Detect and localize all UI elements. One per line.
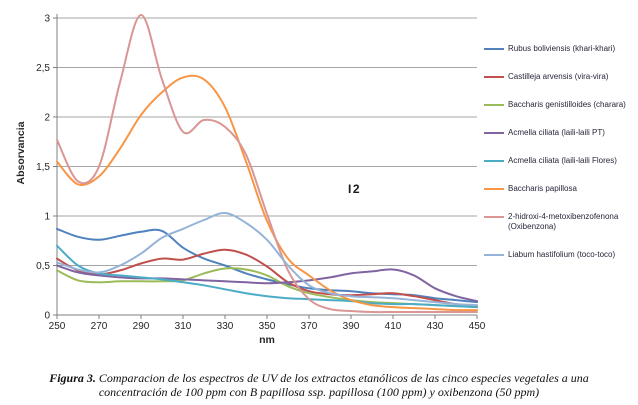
x-tick-label: 250 xyxy=(49,321,66,332)
legend-label: Acmella ciliata (laili-laili PT) xyxy=(508,128,605,137)
legend-line-swatch xyxy=(484,132,504,134)
series-lines xyxy=(56,14,478,314)
x-tick-label: 330 xyxy=(217,321,234,332)
legend-line-swatch xyxy=(484,48,504,50)
legend-line-swatch xyxy=(484,216,504,218)
legend-item[interactable]: Castilleja arvensis (vira-vira) xyxy=(484,72,638,82)
gridlines xyxy=(57,17,477,266)
legend-item[interactable]: Acmella ciliata (laili-laili Flores) xyxy=(484,156,638,166)
plot-annotation: I2 xyxy=(348,182,362,196)
tick-labels: 0 0,5 1 1,5 2 2,5 3 250 270 290 310 330 350 370 390 410… xyxy=(36,14,486,333)
x-tick-label: 370 xyxy=(301,321,318,332)
series-line-3 xyxy=(56,267,478,309)
series-line-2 xyxy=(56,248,478,308)
x-tick-label: 310 xyxy=(175,321,192,332)
y-tick-label: 1 xyxy=(44,212,50,223)
legend-label: Baccharis papillosa xyxy=(508,184,577,193)
x-tick-label: 450 xyxy=(469,321,486,332)
y-tick-label: 0,5 xyxy=(36,261,50,272)
series-line-8 xyxy=(56,211,478,307)
legend-label: Liabum hastifolium (toco-toco) xyxy=(508,250,616,259)
chart-legend: Rubus boliviensis (khari-khari) Castillej… xyxy=(484,44,638,278)
y-tick-label: 3 xyxy=(44,14,50,25)
legend-label: Acmella ciliata (laili-laili Flores) xyxy=(508,156,617,165)
x-tick-label: 410 xyxy=(385,321,402,332)
legend-line-swatch xyxy=(484,188,504,190)
x-tick-label: 430 xyxy=(427,321,444,332)
series-line-5 xyxy=(56,244,478,309)
series-line-6 xyxy=(56,74,478,312)
legend-item[interactable]: Baccharis papillosa xyxy=(484,184,638,194)
x-tick-label: 390 xyxy=(343,321,360,332)
series-line-7 xyxy=(56,14,478,314)
x-axis-title: nm xyxy=(259,334,275,346)
caption-line-1: Figura 3. Comparacion de los espectros de… xyxy=(0,371,638,385)
x-tick-label: 290 xyxy=(133,321,150,332)
y-axis-title: Absorvancia xyxy=(15,121,27,185)
legend-item[interactable]: Acmella ciliata (laili-laili PT) xyxy=(484,128,638,138)
figure-caption: Figura 3. Comparacion de los espectros de… xyxy=(0,371,638,400)
y-tick-label: 2,5 xyxy=(36,63,50,74)
caption-text-2: concentración de 100 ppm con B papillosa… xyxy=(98,385,540,400)
y-tick-label: 1,5 xyxy=(36,162,50,173)
legend-label: Castilleja arvensis (vira-vira) xyxy=(508,72,609,81)
y-tick-label: 0 xyxy=(44,311,50,322)
caption-label: Figura 3. xyxy=(49,371,96,385)
legend-label: Rubus boliviensis (khari-khari) xyxy=(508,44,616,53)
legend-line-swatch xyxy=(484,254,504,256)
y-tick-label: 2 xyxy=(44,113,50,124)
legend-line-swatch xyxy=(484,76,504,78)
legend-label: 2-hidroxi-4-metoxibenzofenona (Oxibenzon… xyxy=(508,212,619,231)
caption-text-1: Comparacion de los espectros de UV de lo… xyxy=(98,371,589,385)
legend-item[interactable]: Liabum hastifolium (toco-toco) xyxy=(484,250,638,260)
legend-item[interactable]: Baccharis genistilloides (charara) xyxy=(484,100,638,110)
x-tick-label: 350 xyxy=(259,321,276,332)
legend-line-swatch xyxy=(484,104,504,106)
legend-item[interactable]: 2-hidroxi-4-metoxibenzofenona (Oxibenzon… xyxy=(484,212,638,232)
legend-item[interactable]: Rubus boliviensis (khari-khari) xyxy=(484,44,638,54)
uv-spectra-chart: 0 0,5 1 1,5 2 2,5 3 250 270 290 310 330 350 370 390 410… xyxy=(36,14,486,333)
series-line-4 xyxy=(56,264,478,303)
legend-label: Baccharis genistilloides (charara) xyxy=(508,100,626,109)
x-tick-label: 270 xyxy=(91,321,108,332)
legend-line-swatch xyxy=(484,160,504,162)
